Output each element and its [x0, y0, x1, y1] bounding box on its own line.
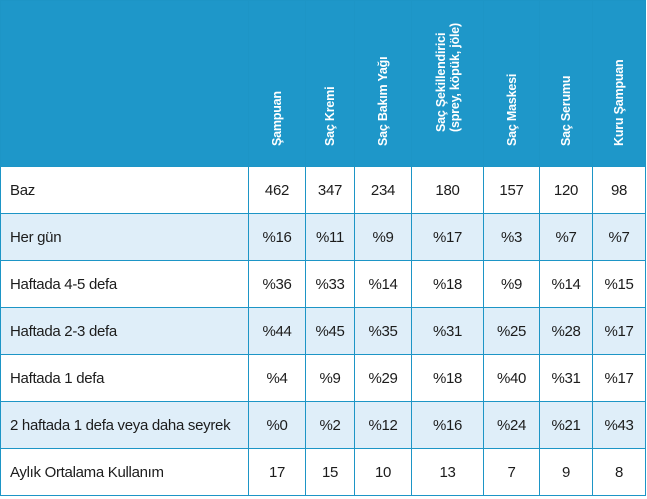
table-cell: 13 [411, 448, 484, 496]
table-cell: %2 [305, 401, 355, 449]
row-label: Haftada 4-5 defa [0, 260, 249, 308]
column-header: Saç Şekillendirici (sprey, köpük, jöle) [411, 0, 484, 167]
table-cell: %44 [248, 307, 306, 355]
table-cell: %14 [354, 260, 412, 308]
table-cell: %9 [483, 260, 540, 308]
table-cell: %18 [411, 260, 484, 308]
table-cell: 8 [592, 448, 646, 496]
table-cell: 7 [483, 448, 540, 496]
column-header: Saç Serumu [539, 0, 593, 167]
table-cell: %0 [248, 401, 306, 449]
table-cell: %9 [354, 213, 412, 261]
column-header: Saç Kremi [305, 0, 355, 167]
column-header-label: Saç Maskesi [504, 73, 519, 146]
table-row: Baz 462 347 234 180 157 120 98 [0, 166, 646, 214]
table-cell: %11 [305, 213, 355, 261]
table-row: Haftada 1 defa %4 %9 %29 %18 %40 %31 %17 [0, 354, 646, 402]
table-cell: %18 [411, 354, 484, 402]
column-header-label: Saç Serumu [559, 75, 573, 146]
table-cell: 98 [592, 166, 646, 214]
column-header-label: Şampuan [270, 91, 284, 146]
table-cell: %21 [539, 401, 593, 449]
table-row: 2 haftada 1 defa veya daha seyrek %0 %2 … [0, 401, 646, 449]
table-cell: %16 [248, 213, 306, 261]
table-cell: %16 [411, 401, 484, 449]
table-cell: %33 [305, 260, 355, 308]
table-cell: %7 [539, 213, 593, 261]
row-label: 2 haftada 1 defa veya daha seyrek [0, 401, 249, 449]
table-cell: 10 [354, 448, 412, 496]
table-cell: 120 [539, 166, 593, 214]
table-cell: 15 [305, 448, 355, 496]
table-cell: %4 [248, 354, 306, 402]
table-cell: %25 [483, 307, 540, 355]
table-cell: %31 [411, 307, 484, 355]
table-cell: %17 [411, 213, 484, 261]
table-cell: %36 [248, 260, 306, 308]
table-cell: %17 [592, 307, 646, 355]
header-corner-cell [0, 0, 249, 167]
table-cell: %12 [354, 401, 412, 449]
table-cell: %45 [305, 307, 355, 355]
table-cell: %14 [539, 260, 593, 308]
column-header-label: Saç Bakım Yağı [376, 56, 390, 146]
column-header-label: Saç Şekillendirici [433, 32, 448, 132]
column-header: Şampuan [248, 0, 306, 167]
table-cell: %7 [592, 213, 646, 261]
column-header: Saç Maskesi [483, 0, 540, 167]
table-cell: %40 [483, 354, 540, 402]
column-header-label: Saç Kremi [323, 86, 337, 146]
table-cell: %29 [354, 354, 412, 402]
table-cell: 180 [411, 166, 484, 214]
table-cell: %35 [354, 307, 412, 355]
table-cell: %3 [483, 213, 540, 261]
column-header: Saç Bakım Yağı [354, 0, 412, 167]
column-header-sublabel: (sprey, köpük, jöle) [447, 23, 462, 132]
table-row: Haftada 2-3 defa %44 %45 %35 %31 %25 %28… [0, 307, 646, 355]
row-label: Aylık Ortalama Kullanım [0, 448, 249, 496]
table-row: Her gün %16 %11 %9 %17 %3 %7 %7 [0, 213, 646, 261]
table-cell: 462 [248, 166, 306, 214]
table-cell: 17 [248, 448, 306, 496]
row-label: Her gün [0, 213, 249, 261]
row-label: Haftada 2-3 defa [0, 307, 249, 355]
table-cell: 9 [539, 448, 593, 496]
table-cell: 157 [483, 166, 540, 214]
table-cell: %43 [592, 401, 646, 449]
table-cell: %15 [592, 260, 646, 308]
table-row: Haftada 4-5 defa %36 %33 %14 %18 %9 %14 … [0, 260, 646, 308]
table-cell: 347 [305, 166, 355, 214]
header-row: Şampuan Saç Kremi Saç Bakım Yağı Saç Şek… [0, 0, 646, 167]
table-cell: %31 [539, 354, 593, 402]
row-label: Baz [0, 166, 249, 214]
table-cell: %28 [539, 307, 593, 355]
table-cell: %17 [592, 354, 646, 402]
table-cell: %9 [305, 354, 355, 402]
table-cell: 234 [354, 166, 412, 214]
column-header: Kuru Şampuan [592, 0, 646, 167]
column-header-label: Kuru Şampuan [612, 59, 626, 147]
table-row: Aylık Ortalama Kullanım 17 15 10 13 7 9 … [0, 448, 646, 496]
table-cell: %24 [483, 401, 540, 449]
row-label: Haftada 1 defa [0, 354, 249, 402]
